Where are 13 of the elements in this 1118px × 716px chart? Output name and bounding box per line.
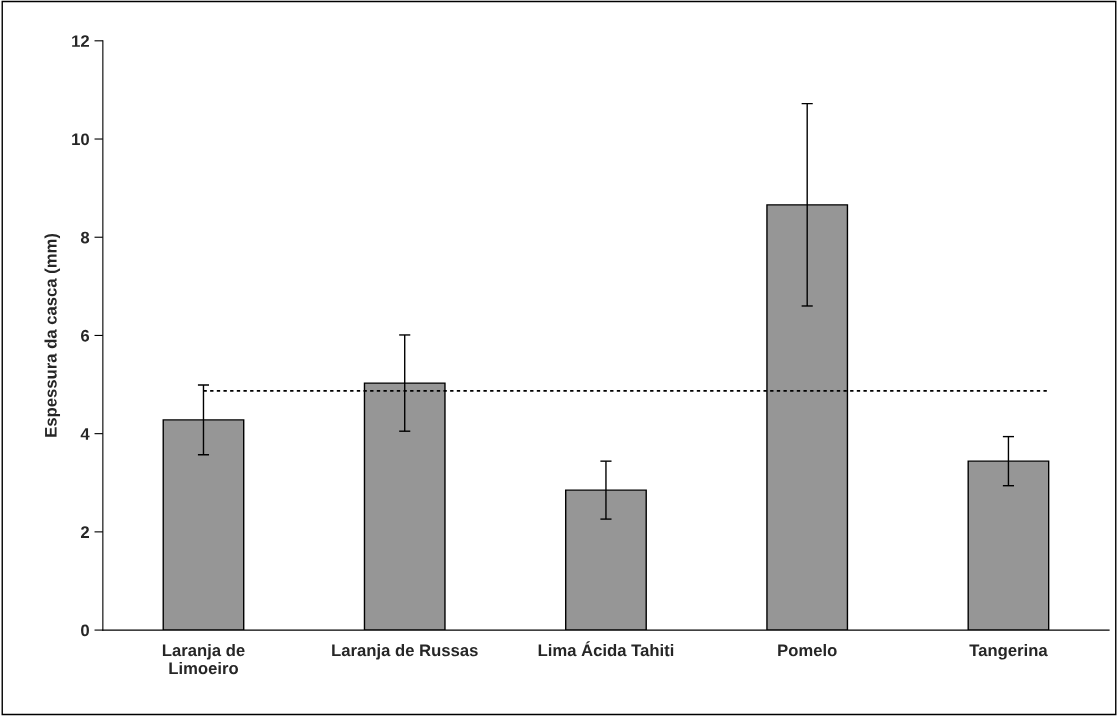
y-axis-title: Espessura da casca (mm) (44, 233, 61, 437)
x-tick-label: Laranja de Limoeiro (162, 643, 245, 675)
y-tick-label: 6 (81, 329, 90, 342)
x-tick-label: Pomelo (778, 643, 837, 657)
x-tick-label: Laranja de Russas (332, 643, 478, 660)
y-tick-label: 2 (80, 526, 89, 538)
y-tick-label: 0 (81, 624, 89, 637)
y-tick-label: 10 (72, 133, 89, 146)
y-tick-label: 8 (80, 231, 90, 244)
x-tick-label: Tangerina (969, 643, 1048, 660)
x-tick-label: Lima Ácida Tahiti (538, 641, 674, 657)
y-tick-label: 4 (80, 428, 90, 440)
y-tick-label: 12 (72, 35, 89, 47)
